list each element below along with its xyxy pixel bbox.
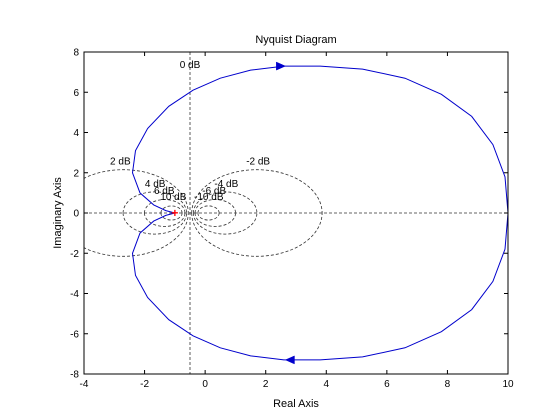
m-circle-lower <box>84 212 189 257</box>
grid-label: 4 dB <box>145 179 166 190</box>
x-tick-label: 10 <box>502 379 514 390</box>
m-circle-grid <box>84 52 508 374</box>
grid-label: -4 dB <box>214 179 238 190</box>
x-tick-label: 4 <box>324 379 330 390</box>
m-circle-upper <box>84 169 189 214</box>
grid-label: -10 dB <box>194 192 224 203</box>
m-circle-upper <box>191 169 323 214</box>
x-tick-label: 0 <box>202 379 208 390</box>
grid-label: 2 dB <box>110 157 131 168</box>
x-axis-label: Real Axis <box>273 398 319 410</box>
m-circle-upper <box>160 205 183 214</box>
grid-label: -2 dB <box>246 157 270 168</box>
grid-label: 10 dB <box>160 192 186 203</box>
m-circle-lower <box>191 212 323 257</box>
y-axis-label: Imaginary Axis <box>52 177 64 249</box>
m-circle-lower <box>193 212 258 235</box>
y-tick-label: 2 <box>73 168 79 179</box>
direction-arrow <box>276 61 286 71</box>
m-circle-upper <box>144 199 186 214</box>
x-tick-label: -2 <box>140 379 149 390</box>
y-tick-label: 0 <box>73 209 79 220</box>
grid-label: 6 dB <box>154 186 175 197</box>
axis-ticks: -4 -2 0 2 4 6 8 10 -8 -6 -4 -2 0 2 4 6 8 <box>70 48 514 391</box>
critical-point-marker: + <box>171 206 178 220</box>
y-tick-label: -8 <box>70 370 79 381</box>
m-circle-upper <box>122 191 187 214</box>
y-tick-label: 4 <box>73 128 79 139</box>
m-circle-upper <box>194 199 236 214</box>
y-tick-label: -2 <box>70 249 79 260</box>
grid-label: 0 dB <box>180 60 201 71</box>
m-circle-lower <box>197 212 220 221</box>
chart-title: Nyquist Diagram <box>255 34 336 46</box>
x-tick-label: 2 <box>263 379 269 390</box>
m-circle-upper <box>193 191 258 214</box>
x-tick-label: 6 <box>384 379 390 390</box>
y-tick-label: -4 <box>70 289 79 300</box>
nyquist-curve <box>131 65 508 361</box>
m-circle-lower <box>160 212 183 221</box>
y-tick-label: -6 <box>70 329 79 340</box>
x-tick-label: -4 <box>80 379 89 390</box>
m-circle-lower <box>144 212 186 227</box>
y-tick-label: 8 <box>73 48 79 59</box>
m-circle-lower <box>122 212 187 235</box>
nyquist-curve-group: + <box>131 61 508 365</box>
x-tick-label: 8 <box>445 379 451 390</box>
grid-label-group: 0 dB 2 dB -2 dB 4 dB -4 dB 6 dB -6 dB 10 dB -10 … <box>110 60 270 203</box>
m-circle-upper <box>197 205 220 214</box>
direction-arrow <box>284 355 295 365</box>
grid-label: -6 dB <box>202 186 226 197</box>
y-tick-label: 6 <box>73 88 79 99</box>
m-circle-lower <box>194 212 236 227</box>
